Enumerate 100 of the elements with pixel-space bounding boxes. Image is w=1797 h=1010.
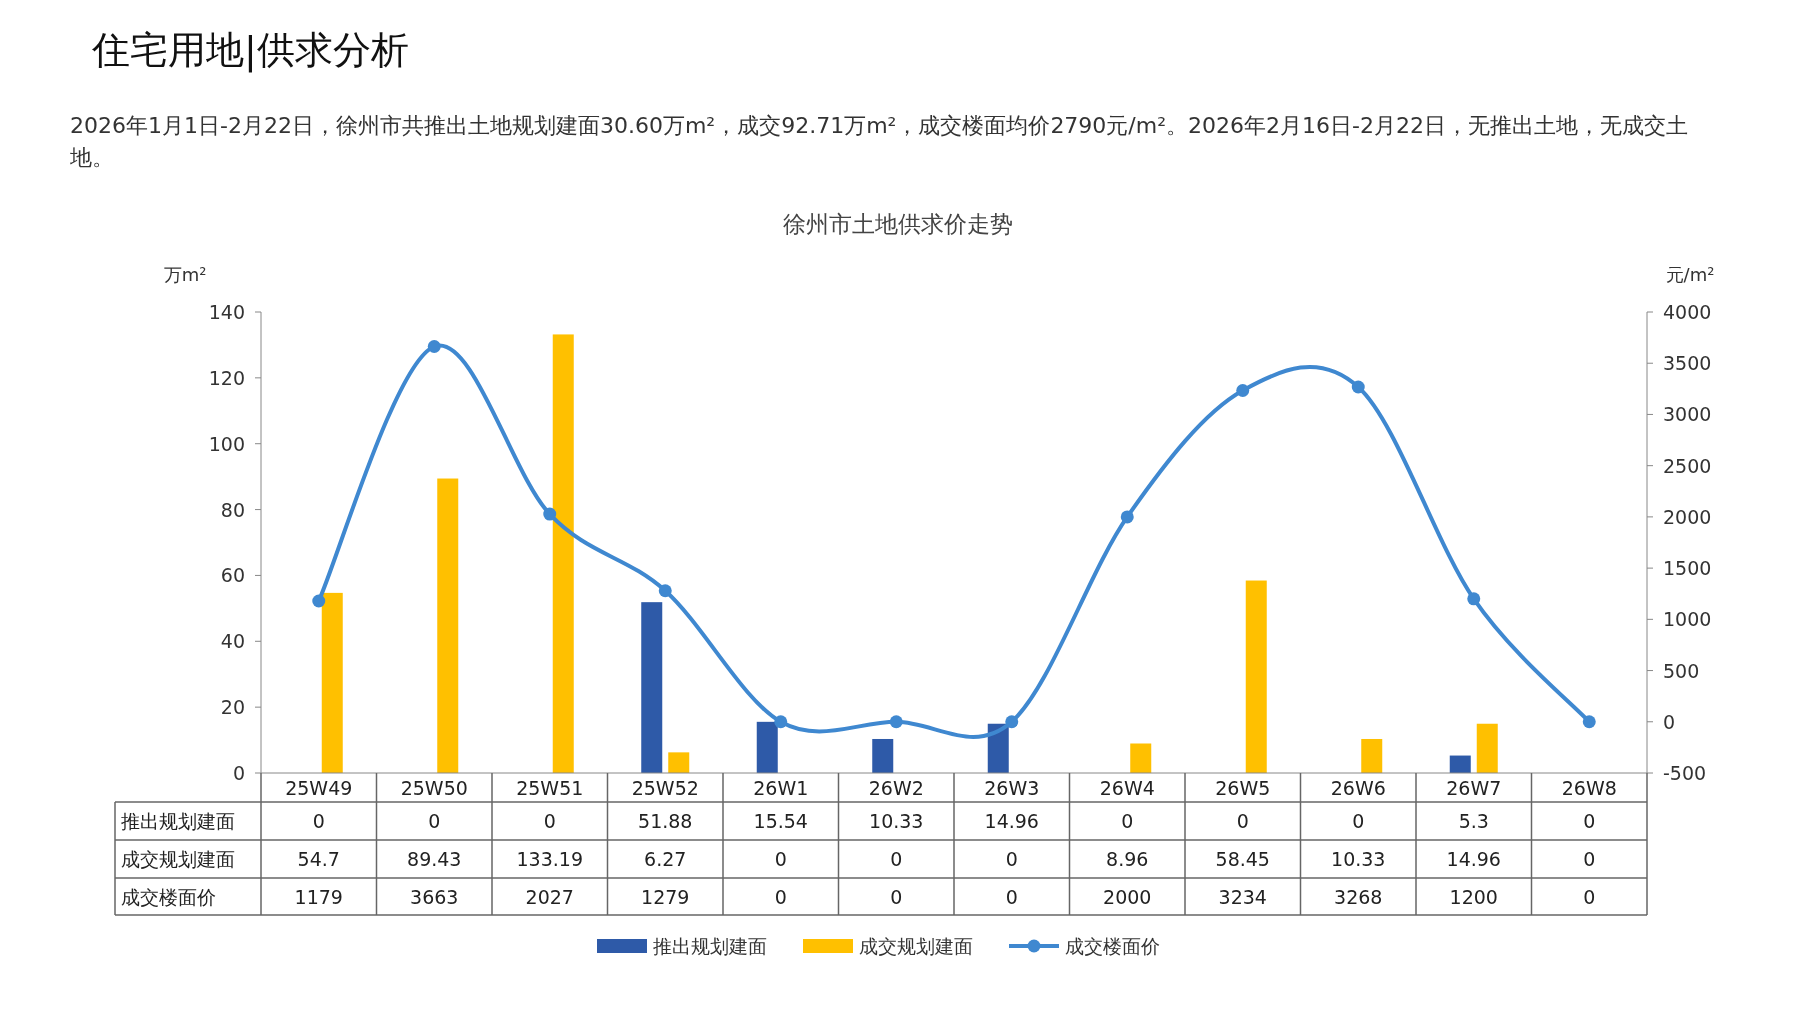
y-axis-title: 万m² [163, 263, 207, 285]
x-tick-label: 26W8 [1561, 777, 1617, 799]
y-tick-label: 20 [220, 696, 245, 719]
data-label: 0 [774, 848, 787, 870]
data-label: 14.96 [984, 810, 1039, 832]
data-label: 0 [1005, 848, 1018, 870]
data-label: 15.54 [753, 810, 808, 832]
legend-label: 成交规划建面 [859, 935, 973, 957]
point [312, 594, 326, 608]
data-label: 0 [774, 885, 787, 908]
data-label: 3234 [1218, 885, 1267, 908]
bar [1449, 755, 1471, 773]
y2-tick-label: 2500 [1663, 454, 1712, 477]
data-label: 6.27 [644, 848, 687, 870]
x-tick-label: 26W4 [1099, 777, 1155, 799]
bar [1130, 743, 1152, 773]
x-tick-label: 26W5 [1215, 777, 1271, 799]
bar [552, 334, 574, 773]
data-label: 1279 [641, 885, 690, 908]
data-label: 0 [890, 848, 903, 870]
bar [668, 752, 690, 773]
data-label: 0 [1005, 885, 1018, 908]
bar [756, 721, 778, 773]
y-tick-label: 40 [220, 630, 245, 653]
legend-label: 推出规划建面 [653, 935, 767, 957]
data-label: 5.3 [1458, 810, 1489, 832]
legend-label: 成交楼面价 [1065, 935, 1160, 957]
bar [641, 602, 663, 773]
bar [321, 592, 343, 773]
data-label: 14.96 [1446, 848, 1501, 870]
data-label: 0 [1352, 810, 1365, 832]
data-label: 0 [312, 810, 325, 832]
data-label: 0 [1236, 810, 1249, 832]
text: 2026年1月1日-2月22日，徐州市共推出土地规划建面30.60万m²，成交92.71万m²，成交楼面均价2790元/m²。2026年2月16日-2月22日，无推出土地，无成交土地。 [70, 112, 1689, 172]
point [1120, 510, 1134, 524]
data-label: 51.88 [638, 810, 693, 832]
data-label: 89.43 [407, 848, 462, 870]
point [1236, 383, 1250, 397]
y2-tick-label: -500 [1663, 762, 1707, 784]
data-label: 2027 [525, 885, 574, 908]
y2-tick-label: 3000 [1663, 403, 1712, 426]
data-label: 8.96 [1106, 848, 1149, 870]
y-tick-label: 140 [208, 301, 245, 323]
bar [1361, 738, 1383, 773]
chart-title: 徐州市土地供求价走势 [783, 211, 1013, 237]
x-tick-label: 26W2 [868, 777, 924, 799]
x-tick-label: 26W3 [984, 777, 1040, 799]
y-tick-label: 80 [220, 498, 245, 521]
text: 住宅用地|供求分析 [91, 28, 409, 73]
point [774, 715, 788, 729]
data-label: 0 [1583, 810, 1596, 832]
data-label: 58.45 [1215, 848, 1270, 870]
data-label: 2000 [1103, 885, 1152, 908]
y-tick-label: 120 [208, 366, 245, 389]
data-label: 10.33 [1331, 848, 1386, 870]
y2-tick-label: 3500 [1663, 352, 1712, 375]
point [889, 715, 903, 729]
data-label: 0 [1583, 885, 1596, 908]
point [1467, 592, 1481, 606]
x-tick-label: 26W1 [753, 777, 809, 799]
data-label: 0 [428, 810, 441, 832]
y-tick-label: 60 [220, 564, 245, 587]
x-tick-label: 25W49 [285, 777, 353, 799]
data-label: 3663 [410, 885, 459, 908]
point [1005, 715, 1019, 729]
y2-tick-label: 1000 [1663, 608, 1712, 631]
data-label: 133.19 [516, 848, 583, 870]
text: 推出规划建面 [121, 810, 235, 832]
y2-axis-title: 元/m² [1665, 263, 1715, 285]
bar [1476, 723, 1498, 773]
data-label: 0 [543, 810, 556, 832]
data-label: 0 [1121, 810, 1134, 832]
data-label: 54.7 [297, 848, 340, 870]
y-tick-label: 100 [208, 432, 245, 455]
point [658, 584, 672, 598]
x-tick-label: 26W6 [1330, 777, 1386, 799]
data-label: 10.33 [869, 810, 924, 832]
point [543, 507, 557, 521]
text: 成交楼面价 [121, 885, 216, 908]
y-tick-label: 0 [232, 762, 245, 784]
bar [1245, 580, 1267, 773]
x-tick-label: 25W51 [516, 777, 584, 799]
data-label: 0 [1583, 848, 1596, 870]
y2-tick-label: 0 [1663, 710, 1676, 733]
text: 成交规划建面 [121, 848, 235, 870]
bar [437, 478, 459, 773]
x-tick-label: 26W7 [1446, 777, 1502, 799]
data-label: 3268 [1334, 885, 1383, 908]
y2-tick-label: 1500 [1663, 557, 1712, 580]
point [1351, 380, 1365, 394]
point [1582, 715, 1596, 729]
data-label: 1179 [294, 885, 343, 908]
data-label: 1200 [1449, 885, 1498, 908]
bar [872, 738, 894, 773]
y2-tick-label: 500 [1663, 659, 1700, 682]
x-tick-label: 25W50 [400, 777, 468, 799]
y2-tick-label: 4000 [1663, 301, 1712, 323]
y2-tick-label: 2000 [1663, 505, 1712, 528]
point [427, 340, 441, 354]
x-tick-label: 25W52 [631, 777, 699, 799]
